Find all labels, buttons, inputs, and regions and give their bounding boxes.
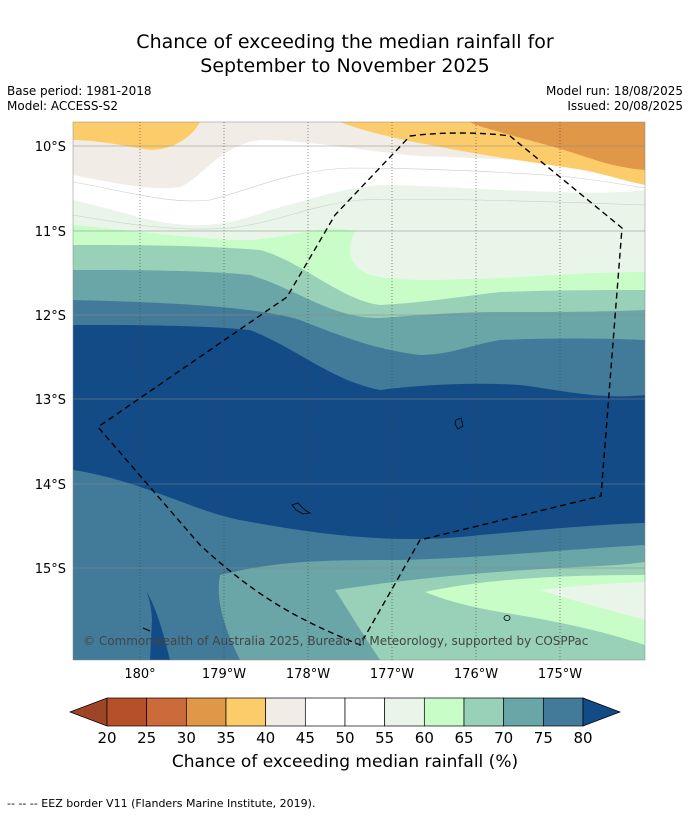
contour-line [73, 167, 645, 202]
colorbar-tick-label: 55 [375, 729, 394, 747]
lon-label: 175°W [538, 667, 582, 682]
colorbar-tick-label: 25 [137, 729, 156, 747]
model-name: Model: ACCESS-S2 [7, 99, 119, 113]
colorbar-tick-label: 65 [454, 729, 473, 747]
lon-label: 178°W [286, 667, 330, 682]
colorbar-segments [69, 697, 621, 727]
colorbar-segment [503, 697, 544, 727]
contour-line [73, 198, 645, 230]
latitude-labels: 10°S 11°S 12°S 13°S 14°S 15°S [35, 140, 66, 577]
copyright-text: © Commonwealth of Australia 2025, Bureau… [83, 634, 588, 648]
colorbar-segment [304, 697, 346, 727]
lon-label: 177°W [370, 667, 414, 682]
island-outline [503, 615, 511, 621]
colorbar-tick-label: 30 [177, 729, 196, 747]
meta-left: Base period: 1981-2018 Model: ACCESS-S2 [7, 84, 152, 114]
colorbar-segment [423, 697, 465, 727]
colorbar-tick-label: 20 [97, 729, 116, 747]
eez-border [96, 132, 623, 646]
lon-label: 179°W [202, 667, 246, 682]
latitude-gridlines [73, 145, 645, 569]
lat-label: 15°S [35, 562, 66, 577]
island-outline [291, 502, 312, 515]
issued-date: Issued: 20/08/2025 [567, 99, 683, 113]
band-55-60-south [540, 582, 645, 620]
colorbar-tick-label: 45 [296, 729, 315, 747]
island-outline [454, 417, 464, 430]
lat-label: 12°S [35, 309, 66, 324]
lon-label: 176°W [454, 667, 498, 682]
lat-label: 10°S [35, 140, 66, 155]
lat-label: 13°S [35, 393, 66, 408]
island-outline [142, 627, 151, 632]
colorbar-ticks: 20 25 30 35 40 45 50 55 60 65 70 75 80 [97, 729, 592, 747]
colorbar-tick-label: 60 [415, 729, 434, 747]
colorbar-segment [542, 697, 584, 727]
colorbar-segment [185, 697, 227, 727]
footer-note: -- -- -- EEZ border V11 (Flanders Marine… [7, 797, 316, 810]
colorbar-segment [225, 697, 267, 727]
colorbar-segment [146, 697, 187, 727]
lat-label: 11°S [35, 225, 66, 240]
colorbar-segment [265, 697, 306, 727]
colorbar-tick-label: 50 [335, 729, 354, 747]
base-period: Base period: 1981-2018 [7, 84, 152, 98]
colorbar-segment [106, 697, 148, 727]
meta-right: Model run: 18/08/2025 Issued: 20/08/2025 [546, 84, 683, 114]
colorbar-segment [384, 697, 425, 727]
colorbar-tick-label: 75 [534, 729, 553, 747]
band-35-40-north [73, 122, 645, 185]
lon-label: 180° [124, 667, 155, 682]
model-run: Model run: 18/08/2025 [545, 84, 683, 98]
longitude-labels: 180° 179°W 178°W 177°W 176°W 175°W [124, 667, 582, 682]
title-line-2: September to November 2025 [200, 55, 490, 77]
title-line-1: Chance of exceeding the median rainfall … [136, 31, 554, 53]
colorbar-segment [463, 697, 505, 727]
colorbar-segment [344, 697, 386, 727]
colorbar-tick-label: 80 [573, 729, 592, 747]
colorbar-label: Chance of exceeding median rainfall (%) [171, 752, 519, 772]
colorbar-tick-label: 70 [494, 729, 513, 747]
contour-fill [73, 122, 645, 660]
colorbar-tick-label: 40 [256, 729, 275, 747]
colorbar-tick-label: 35 [216, 729, 235, 747]
map-title: Chance of exceeding the median rainfall … [0, 30, 690, 78]
map-frame [72, 121, 646, 661]
colorbar-over-arrow [582, 697, 621, 727]
lat-label: 14°S [35, 478, 66, 493]
colorbar-under-arrow [69, 697, 108, 727]
